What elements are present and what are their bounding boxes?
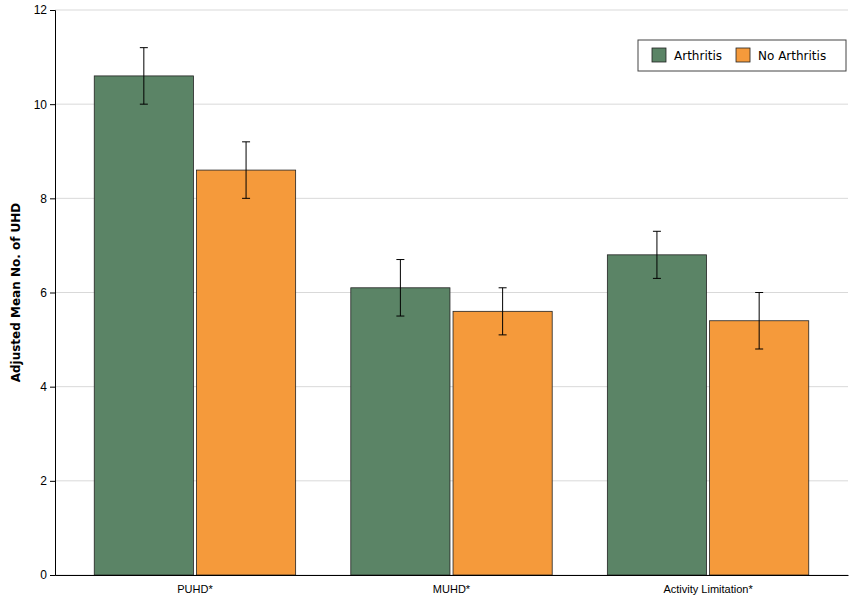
y-tick-label: 0: [40, 568, 47, 582]
y-axis: 0 2 4 6 8 10 12: [34, 3, 56, 582]
grid-line: [55, 10, 848, 11]
bar: [196, 170, 295, 575]
x-axis-line: [56, 575, 849, 576]
series: [196, 142, 808, 575]
y-tick: 0: [40, 568, 55, 582]
y-tick: 6: [40, 286, 55, 300]
x-axis: PUHD* MUHD* Activity Limitation*: [56, 575, 849, 595]
error-bar: [499, 288, 507, 335]
y-tick-mark: [50, 387, 55, 388]
error-bar: [755, 293, 763, 350]
error-bar-line: [396, 260, 404, 316]
error-bar-line: [140, 48, 148, 104]
legend-label: Arthritis: [674, 49, 722, 63]
marks: [94, 48, 808, 575]
y-tick: 4: [40, 380, 55, 394]
y-axis-title: Adjusted Mean No. of UHD: [9, 203, 23, 383]
y-tick-mark: [50, 481, 55, 482]
error-bar-line: [499, 288, 507, 335]
y-tick: 12: [34, 3, 55, 17]
y-tick: 8: [40, 192, 55, 206]
x-tick-label: Activity Limitation*: [663, 583, 753, 595]
x-tick: Activity Limitation*: [663, 575, 753, 595]
x-tick: PUHD*: [177, 575, 213, 595]
y-tick-mark: [50, 575, 55, 576]
series: [94, 48, 706, 575]
error-bar: [140, 48, 148, 104]
y-tick-label: 12: [34, 3, 48, 17]
y-tick-label: 4: [40, 380, 47, 394]
legend: Arthritis No Arthritis: [638, 40, 846, 71]
y-tick-mark: [50, 198, 55, 199]
legend-entry: No Arthritis: [736, 48, 826, 63]
y-tick-label: 8: [40, 192, 47, 206]
bar: [453, 311, 552, 575]
error-bar-line: [653, 231, 661, 278]
error-bar: [653, 231, 661, 278]
bar: [710, 321, 809, 575]
y-tick-mark: [50, 10, 55, 11]
y-tick-label: 10: [34, 98, 48, 112]
x-tick-label: MUHD*: [433, 583, 471, 595]
legend-label: No Arthritis: [758, 49, 826, 63]
error-bar-line: [242, 142, 250, 199]
error-bar: [396, 260, 404, 316]
y-tick-mark: [50, 104, 55, 105]
bar: [94, 76, 193, 575]
legend-swatch: [736, 48, 750, 62]
error-bar-line: [755, 293, 763, 350]
y-tick-mark: [50, 293, 55, 294]
x-tick-label: PUHD*: [177, 583, 213, 595]
grid: [55, 10, 848, 575]
legend-box: [638, 40, 846, 71]
bar: [607, 255, 706, 575]
x-tick: MUHD*: [433, 575, 471, 595]
y-tick: 10: [34, 98, 55, 112]
bar: [351, 288, 450, 575]
legend-swatch: [652, 48, 666, 62]
y-tick-label: 6: [40, 286, 47, 300]
plot: 0 2 4 6 8 10 12 PUHD* MUHD* Activity Limitation* A…: [34, 3, 849, 594]
legend-entry: Arthritis: [652, 48, 722, 63]
y-tick: 2: [40, 474, 55, 488]
y-tick-label: 2: [40, 474, 47, 488]
y-axis-line: [50, 11, 56, 576]
chart: 0 2 4 6 8 10 12 PUHD* MUHD* Activity Limitation* A…: [0, 0, 860, 610]
error-bar: [242, 142, 250, 199]
